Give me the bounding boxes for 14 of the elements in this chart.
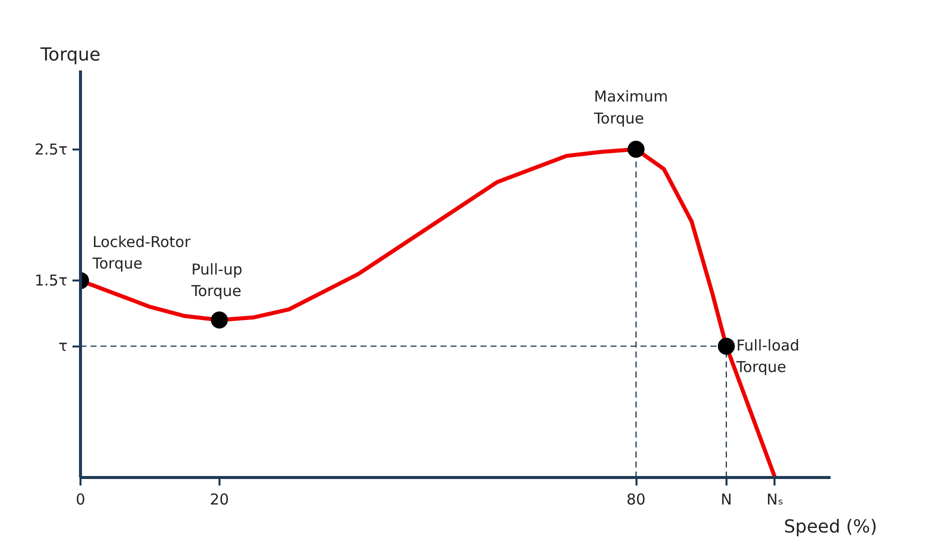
annotation: Maximum Torque (593, 88, 668, 128)
y-tick-label: 1.5τ (34, 272, 68, 290)
x-tick-label: N (720, 490, 732, 508)
x-tick-label: 80 (626, 490, 646, 508)
x-tick-label: 0 (76, 490, 86, 508)
annotation: Locked-Rotor Torque (92, 232, 192, 273)
x-tick-label: 20 (210, 490, 229, 508)
y-axis-title: Torque (40, 44, 100, 66)
annotation: Pull-up Torque (190, 260, 242, 300)
x-axis-title: Speed (%) (784, 516, 878, 538)
annotation: Full-load Torque (735, 336, 800, 376)
x-tick-label: Nₛ (766, 490, 784, 508)
y-tick-label: 2.5τ (34, 140, 68, 158)
y-tick-label: τ (58, 337, 68, 356)
